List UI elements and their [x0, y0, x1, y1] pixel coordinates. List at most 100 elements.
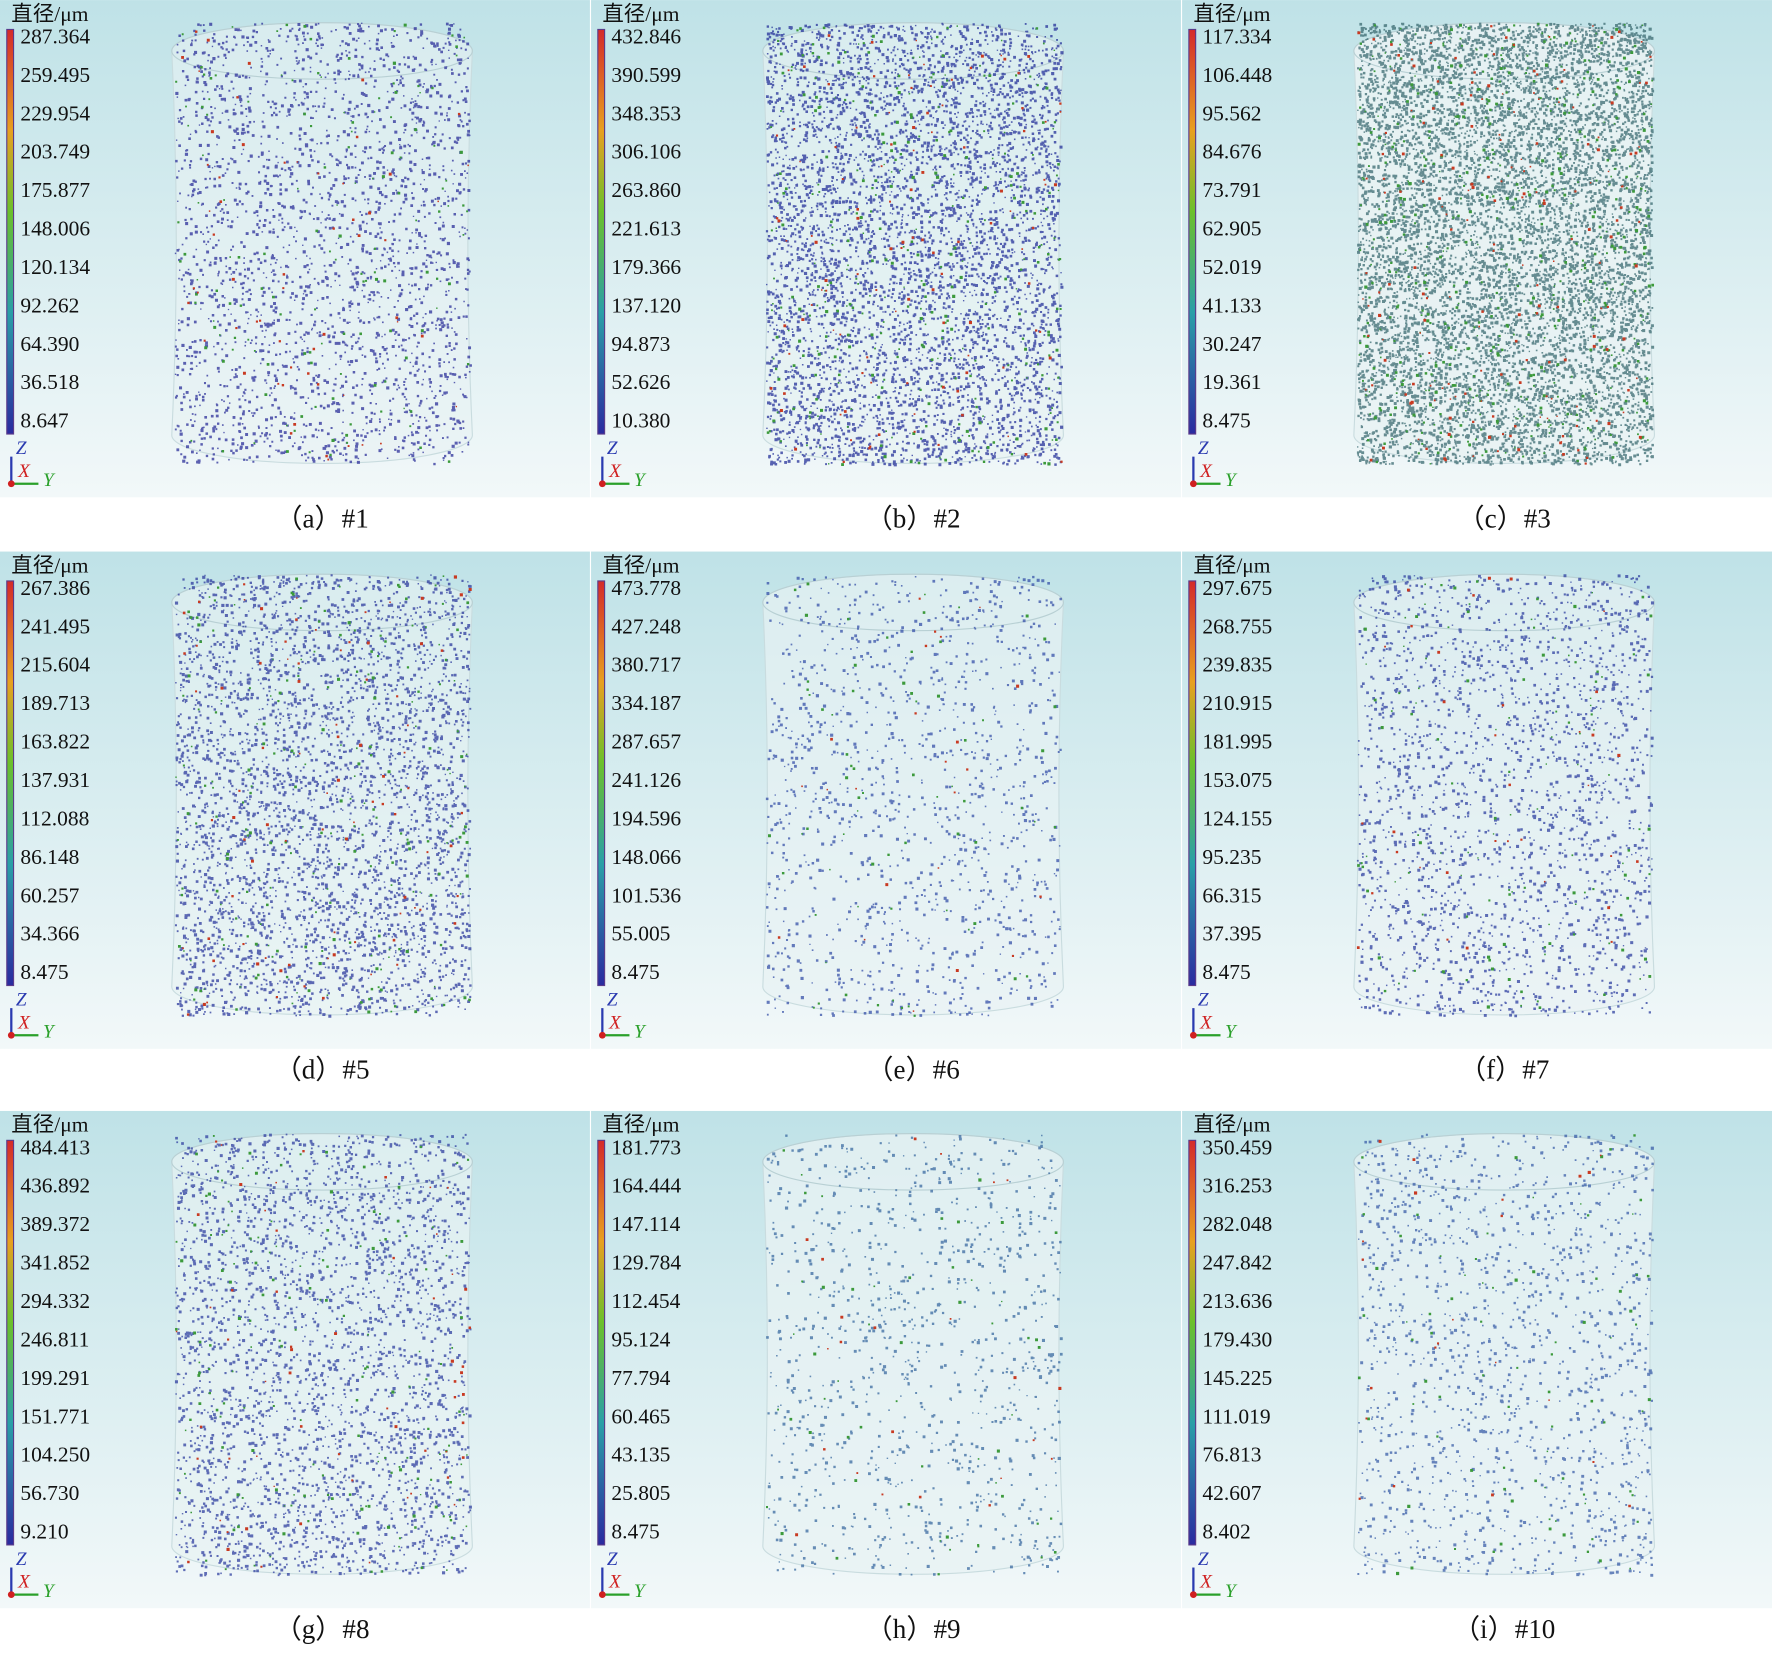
- colorbar-tick-label: 199.291: [20, 1366, 90, 1390]
- colorbar-tick-label: 148.006: [20, 217, 90, 241]
- colorbar-tick-label: 179.430: [1202, 1327, 1272, 1351]
- axis-z-label: Z: [16, 1549, 27, 1570]
- colorbar-tick-label: 436.892: [20, 1174, 90, 1198]
- panel-caption: （b）#2: [866, 503, 961, 533]
- colorbar-tick-label: 42.607: [1202, 1481, 1261, 1505]
- colorbar-tick-label: 241.495: [20, 614, 90, 638]
- cylinder-top: [1353, 573, 1656, 632]
- colorbar-tick-label: 112.088: [20, 806, 89, 830]
- colorbar: [597, 28, 606, 435]
- cylinder-top: [762, 22, 1064, 80]
- colorbar-tick-label: 56.730: [20, 1481, 79, 1505]
- colorbar-tick-label: 282.048: [1202, 1212, 1272, 1236]
- colorbar-tick-label: 239.835: [1202, 653, 1272, 677]
- pore-cloud: [174, 574, 472, 1018]
- colorbar-tick-label: 124.155: [1202, 806, 1272, 830]
- colorbar-tick-label: 297.675: [1202, 576, 1272, 600]
- axis-y-label: Y: [43, 1581, 56, 1602]
- colorbar-tick-label: 267.386: [20, 576, 90, 600]
- colorbar-tick-label: 246.811: [20, 1327, 89, 1351]
- axis-x-label: X: [1199, 461, 1213, 482]
- axis-z-label: Z: [1198, 990, 1209, 1011]
- colorbar-tick-label: 8.475: [1202, 960, 1250, 984]
- pore-cloud: [1357, 1133, 1654, 1577]
- colorbar-tick-label: 259.495: [20, 63, 90, 87]
- panel-caption: （d）#5: [275, 1055, 370, 1085]
- axis-y-label: Y: [634, 1021, 647, 1042]
- colorbar-tick-label: 163.822: [20, 730, 90, 754]
- colorbar-tick-label: 30.247: [1202, 332, 1261, 356]
- axis-x-label: X: [1199, 1572, 1213, 1593]
- pore-cloud: [174, 1133, 472, 1577]
- colorbar-tick-label: 350.459: [1202, 1135, 1272, 1159]
- colorbar-tick-label: 120.134: [20, 255, 90, 279]
- cylinder: [762, 573, 1064, 1016]
- axis-origin: [7, 1031, 15, 1039]
- colorbar-tick-label: 175.877: [20, 178, 90, 202]
- colorbar-tick-label: 306.106: [611, 140, 681, 164]
- colorbar-tick-label: 148.066: [611, 845, 681, 869]
- axis-origin: [1189, 1031, 1197, 1039]
- axis-origin: [7, 480, 15, 488]
- colorbar-tick-label: 52.626: [611, 370, 670, 394]
- colorbar-tick-label: 106.448: [1202, 63, 1272, 87]
- colorbar-title: 直径/μm: [1193, 2, 1270, 26]
- colorbar-title: 直径/μm: [602, 553, 679, 577]
- axis-x-label: X: [1199, 1012, 1213, 1033]
- colorbar-tick-label: 432.846: [611, 24, 681, 48]
- axis-y-label: Y: [43, 1021, 56, 1042]
- colorbar-tick-label: 389.372: [20, 1212, 90, 1236]
- colorbar-tick-label: 8.475: [611, 1520, 659, 1544]
- pore-cloud: [174, 22, 472, 466]
- colorbar-title: 直径/μm: [602, 2, 679, 26]
- axis-y-label: Y: [634, 470, 647, 491]
- axis-origin: [598, 480, 606, 488]
- axis-z-label: Z: [16, 438, 27, 459]
- pore-cloud: [1356, 22, 1655, 467]
- colorbar-tick-label: 268.755: [1202, 614, 1272, 638]
- axis-origin: [1189, 480, 1197, 488]
- panel-caption: （g）#8: [275, 1614, 370, 1644]
- colorbar: [1188, 28, 1197, 435]
- axis-z-label: Z: [1198, 438, 1209, 459]
- colorbar-tick-label: 294.332: [20, 1289, 90, 1313]
- colorbar-tick-label: 8.402: [1202, 1520, 1250, 1544]
- colorbar-tick-label: 66.315: [1202, 883, 1261, 907]
- colorbar-tick-label: 221.613: [611, 217, 681, 241]
- panel-caption: （a）#1: [275, 503, 368, 533]
- axis-y-label: Y: [1225, 1581, 1238, 1602]
- axis-x-label: X: [608, 1572, 622, 1593]
- colorbar-tick-label: 8.475: [611, 960, 659, 984]
- axis-x-label: X: [17, 461, 31, 482]
- colorbar-tick-label: 189.713: [20, 691, 90, 715]
- panel-caption: （h）#9: [866, 1614, 961, 1644]
- colorbar-tick-label: 210.915: [1202, 691, 1272, 715]
- axis-z-label: Z: [16, 990, 27, 1011]
- panel-caption: （e）#6: [866, 1055, 959, 1085]
- colorbar-title: 直径/μm: [1193, 553, 1270, 577]
- colorbar-tick-label: 43.135: [611, 1443, 670, 1467]
- colorbar-tick-label: 316.253: [1202, 1174, 1272, 1198]
- colorbar-tick-label: 41.133: [1202, 293, 1261, 317]
- colorbar-tick-label: 34.366: [20, 922, 79, 946]
- axis-x-label: X: [17, 1012, 31, 1033]
- colorbar-tick-label: 73.791: [1202, 178, 1261, 202]
- colorbar-title: 直径/μm: [11, 2, 88, 26]
- colorbar-title: 直径/μm: [11, 553, 88, 577]
- pore-cloud: [765, 22, 1064, 467]
- panel-caption: （f）#7: [1459, 1055, 1549, 1085]
- axis-z-label: Z: [1198, 1549, 1209, 1570]
- colorbar-tick-label: 427.248: [611, 614, 681, 638]
- colorbar-tick-label: 60.257: [20, 883, 79, 907]
- colorbar-tick-label: 181.995: [1202, 730, 1272, 754]
- colorbar-tick-label: 9.210: [20, 1520, 68, 1544]
- colorbar: [1188, 1139, 1197, 1546]
- colorbar-tick-label: 8.475: [1202, 409, 1250, 433]
